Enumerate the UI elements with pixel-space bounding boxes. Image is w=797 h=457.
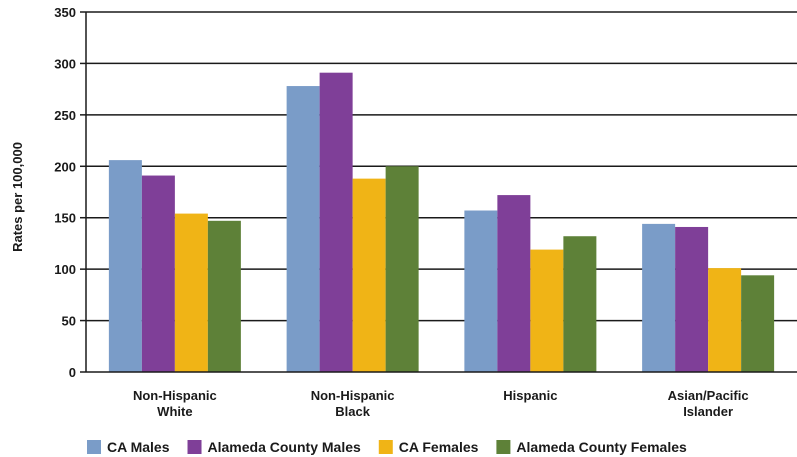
- bar: [385, 166, 419, 372]
- axes: [85, 12, 797, 373]
- bar: [708, 268, 742, 372]
- category-labels: Non-HispanicWhiteNon-HispanicBlackHispan…: [133, 388, 749, 419]
- legend-label: Alameda County Males: [208, 439, 361, 455]
- bar: [530, 249, 564, 372]
- y-tick-label: 0: [69, 365, 76, 380]
- bars: [108, 72, 775, 373]
- bar: [174, 213, 208, 372]
- legend-swatch: [496, 440, 511, 454]
- category-label: Islander: [683, 404, 733, 419]
- y-tick-label: 150: [54, 211, 76, 226]
- category-label: Non-Hispanic: [311, 388, 395, 403]
- legend-swatch: [187, 440, 202, 454]
- bar: [108, 160, 142, 372]
- bar: [141, 175, 175, 372]
- bar: [563, 236, 597, 372]
- y-tick-label: 100: [54, 262, 76, 277]
- bar: [642, 223, 676, 372]
- legend-swatch: [87, 440, 101, 454]
- legend-label: CA Males: [107, 439, 170, 455]
- bar: [319, 72, 353, 372]
- bar: [741, 275, 775, 372]
- bar: [207, 220, 241, 372]
- y-tick-label: 200: [54, 159, 76, 174]
- y-tick-label: 350: [54, 5, 76, 20]
- category-label: Hispanic: [503, 388, 557, 403]
- category-label: Non-Hispanic: [133, 388, 217, 403]
- y-tick-label: 300: [54, 56, 76, 71]
- y-tick-labels: 0 50 100 150 200 250 300 350: [54, 5, 76, 380]
- legend: CA Males Alameda County Males CA Females Al…: [87, 439, 687, 455]
- category-label: White: [157, 404, 192, 419]
- legend-label: Alameda County Females: [516, 439, 687, 455]
- legend-swatch: [378, 440, 393, 454]
- category-label: Black: [335, 404, 370, 419]
- bar: [497, 195, 531, 372]
- bar: [286, 86, 320, 373]
- bar: [675, 226, 709, 372]
- bar: [352, 178, 386, 372]
- y-axis-label: Rates per 100,000: [10, 142, 25, 252]
- y-tick-label: 50: [62, 314, 76, 329]
- category-label: Asian/Pacific: [668, 388, 749, 403]
- bar: [464, 210, 498, 372]
- y-tick-label: 250: [54, 108, 76, 123]
- legend-label: CA Females: [399, 439, 479, 455]
